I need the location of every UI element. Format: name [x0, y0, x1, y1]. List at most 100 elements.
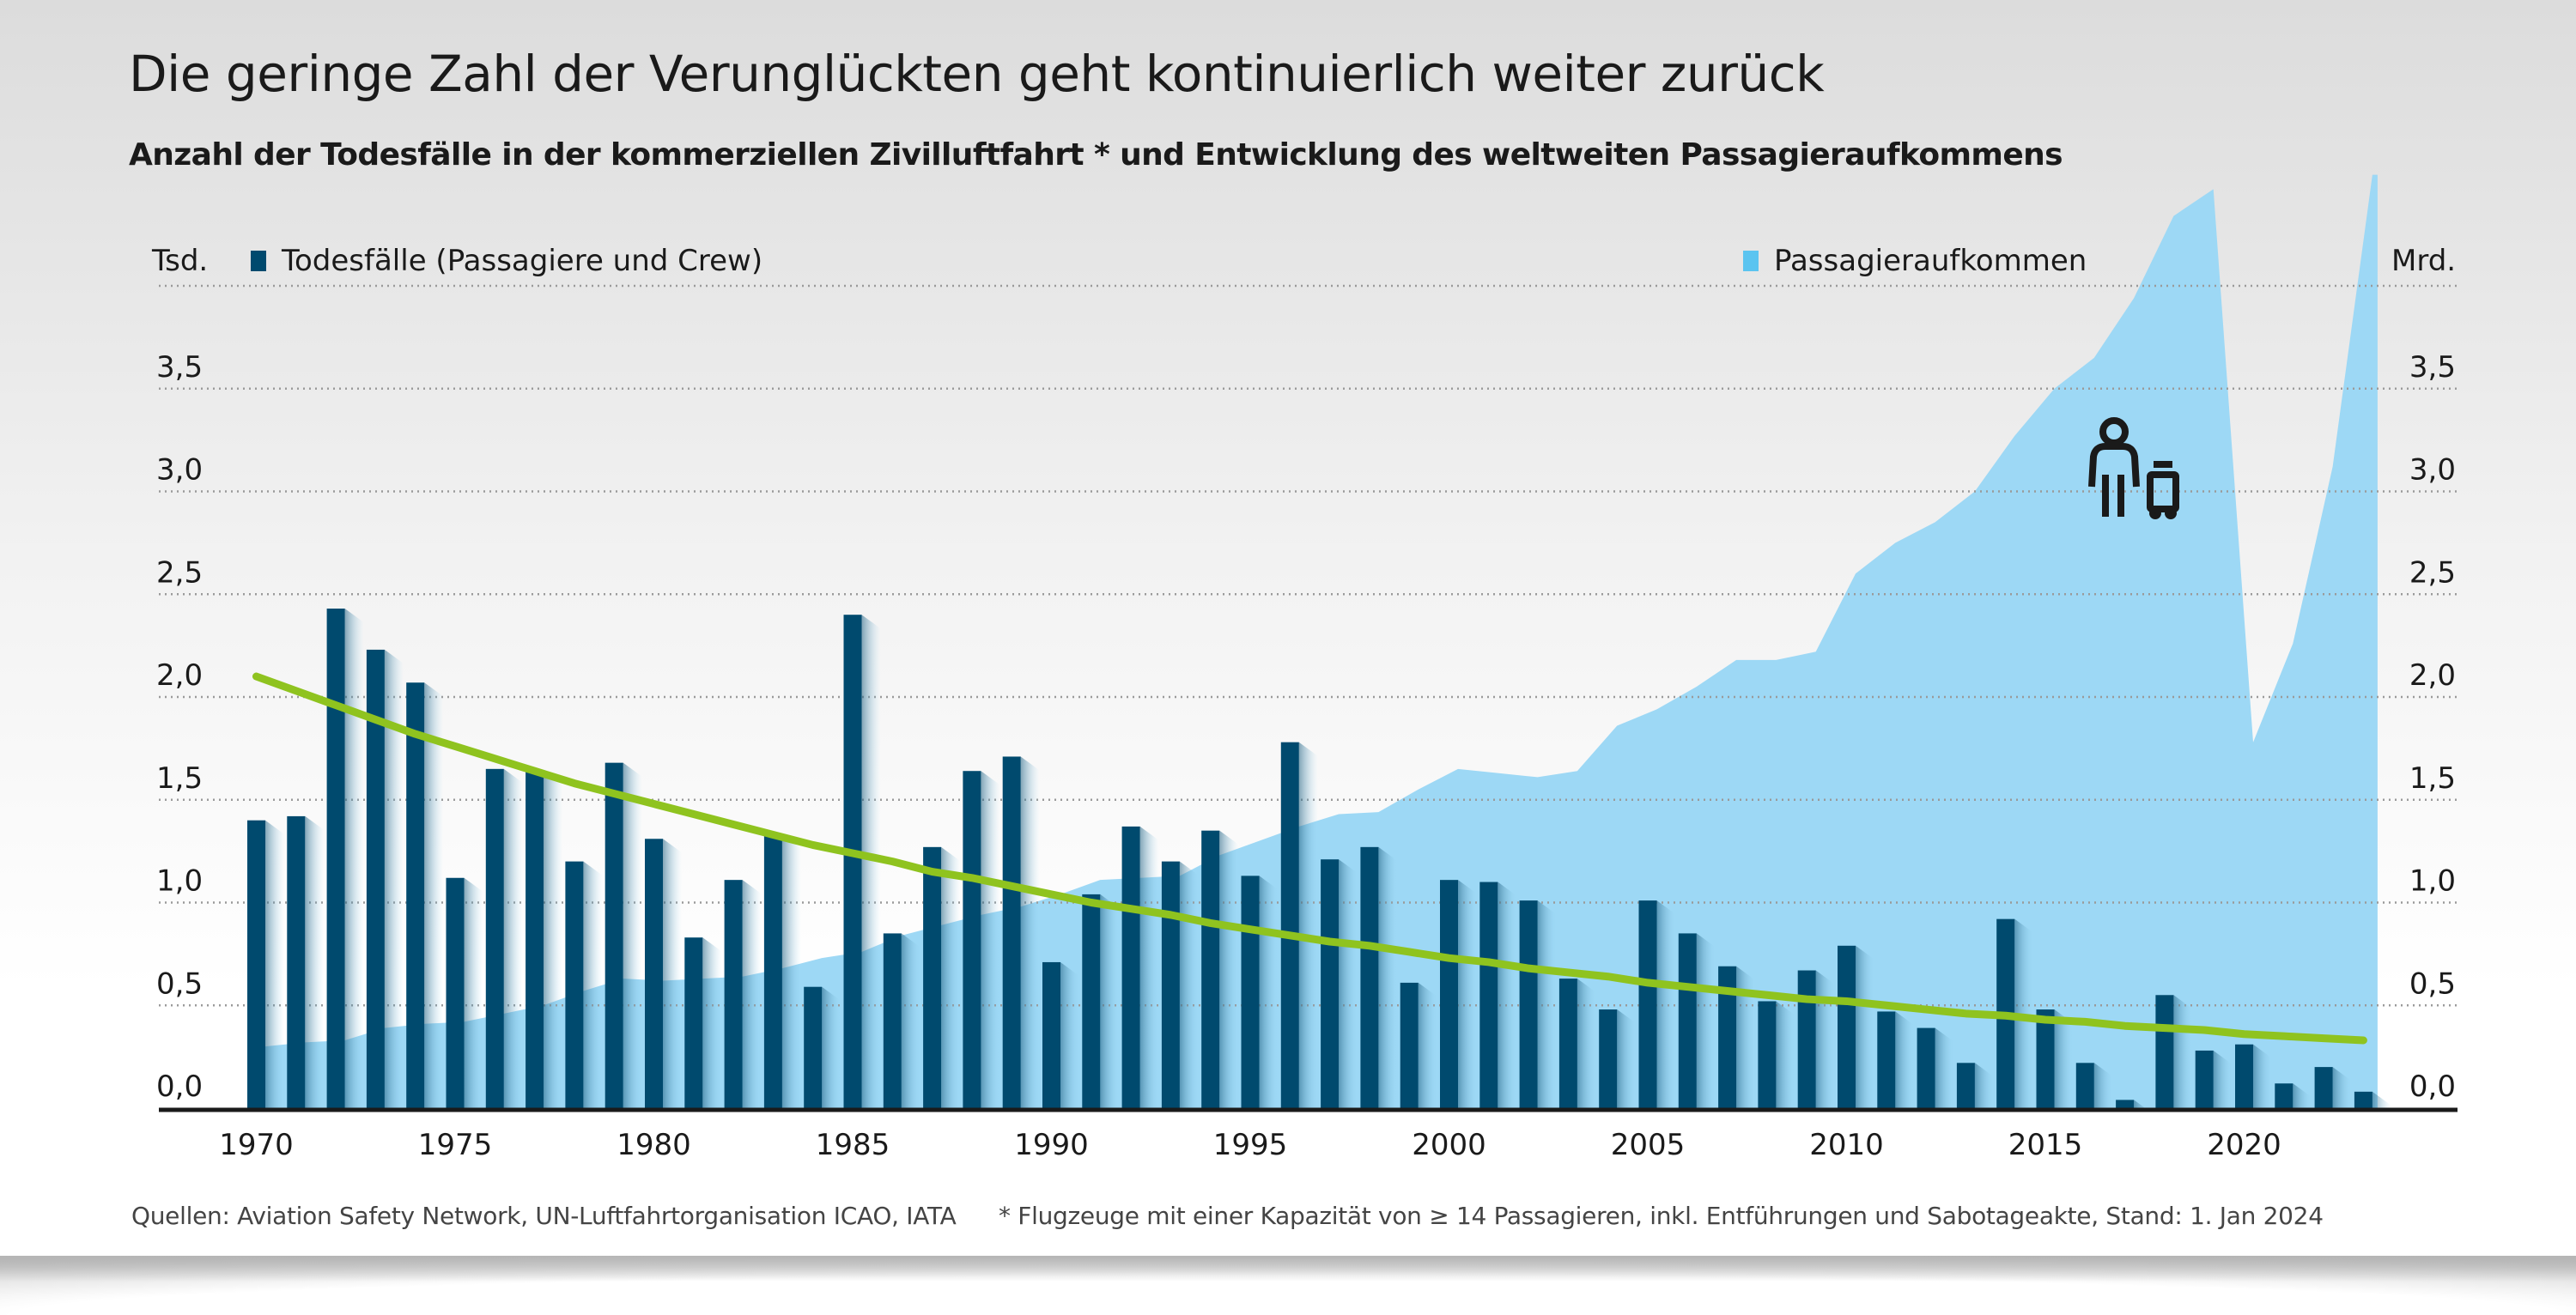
bar-shadow [344, 609, 364, 1108]
bar-1972 [326, 609, 345, 1108]
bar-shadow [384, 649, 404, 1108]
bar-shadow [981, 771, 1000, 1108]
right-axis-tick-label: 3,0 [2409, 453, 2456, 488]
bar-shadow [1100, 894, 1120, 1108]
legend-item-passengers: Passagieraufkommen [1743, 244, 2087, 278]
bar-2010 [1838, 945, 1856, 1108]
bar-shadow [1696, 933, 1716, 1108]
bar-1974 [406, 682, 425, 1108]
legend-label-deaths: Todesfälle (Passagiere und Crew) [282, 244, 763, 278]
x-axis-tick-label: 2005 [1611, 1128, 1686, 1162]
bar-shadow [2372, 1091, 2391, 1108]
legend-swatch-passengers [1743, 251, 1759, 271]
bar-shadow [2014, 918, 2034, 1108]
bar-2002 [1519, 900, 1538, 1108]
person-with-suitcase-icon [2088, 417, 2179, 519]
bar-shadow [1060, 961, 1079, 1108]
bar-2009 [1797, 970, 1816, 1108]
chart-title: Die geringe Zahl der Verunglückten geht … [129, 45, 1825, 103]
right-axis-tick-label: 0,0 [2409, 1070, 2456, 1104]
x-axis-tick-label: 2000 [1412, 1128, 1486, 1162]
x-axis-tick-label: 1970 [219, 1128, 294, 1162]
bar-1999 [1400, 982, 1419, 1108]
right-axis-tick-label: 1,0 [2409, 864, 2456, 899]
bar-2018 [2155, 995, 2174, 1108]
bar-2003 [1558, 979, 1577, 1108]
footer-note: * Flugzeuge mit einer Kapazität von ≥ 14… [999, 1202, 2324, 1230]
bar-1970 [247, 820, 265, 1108]
bar-shadow [1577, 979, 1596, 1108]
bar-1979 [605, 762, 623, 1108]
bar-shadow [822, 986, 841, 1108]
left-axis-tick-label: 0,0 [156, 1070, 203, 1104]
legend-item-deaths: Todesfälle (Passagiere und Crew) [251, 244, 762, 278]
bar-shadow [1339, 859, 1358, 1108]
bar-1982 [724, 880, 743, 1108]
bar-shadow [623, 762, 642, 1108]
bar-shadow [1776, 1001, 1795, 1108]
trend-line [252, 672, 2367, 1045]
bar-shadow [1139, 826, 1159, 1108]
bar-2000 [1440, 880, 1458, 1108]
bar-shadow [1219, 830, 1239, 1108]
bar-2019 [2195, 1050, 2214, 1108]
bar-shadow [1895, 1011, 1915, 1108]
bar-2015 [2036, 1009, 2055, 1108]
bar-shadow [305, 815, 325, 1108]
bar-2008 [1758, 1001, 1777, 1108]
bar-1995 [1241, 876, 1260, 1108]
bar-shadow [1458, 880, 1477, 1108]
bar-shadow [1498, 882, 1517, 1108]
bar-shadow [1974, 1063, 1994, 1108]
bar-2011 [1877, 1011, 1896, 1108]
bar-1986 [883, 933, 902, 1108]
bar-2004 [1599, 1009, 1618, 1108]
bar-shadow [941, 846, 961, 1108]
bar-shadow [503, 768, 523, 1108]
bar-1980 [645, 839, 663, 1108]
bar-shadow [1537, 900, 1557, 1108]
bar-1983 [763, 834, 782, 1108]
right-axis-unit: Mrd. [2391, 244, 2457, 278]
x-axis-tick-label: 2015 [2008, 1128, 2083, 1162]
bar-1988 [963, 771, 981, 1108]
bar-shadow [1378, 846, 1398, 1108]
bar-2021 [2275, 1083, 2293, 1108]
left-axis-tick-label: 2,5 [156, 555, 203, 590]
left-axis-tick-label: 1,0 [156, 864, 203, 899]
bar-shadow [1656, 900, 1676, 1108]
bar-1997 [1321, 859, 1340, 1108]
bar-1978 [565, 861, 584, 1108]
passenger-area [265, 174, 2378, 1108]
bar-1993 [1161, 861, 1180, 1108]
x-axis-tick-label: 1980 [617, 1128, 691, 1162]
bar-shadow [2173, 995, 2193, 1108]
left-axis-tick-label: 3,5 [156, 350, 203, 385]
left-axis-tick-label: 2,0 [156, 658, 203, 693]
bar-1976 [485, 768, 504, 1108]
bar-shadow [2332, 1067, 2352, 1108]
x-axis-tick-label: 1995 [1213, 1128, 1288, 1162]
bar-2006 [1678, 933, 1697, 1108]
x-axis-tick-label: 1985 [816, 1128, 890, 1162]
bar-1981 [684, 937, 703, 1108]
x-axis-tick-label: 2020 [2207, 1128, 2281, 1162]
bar-shadow [1935, 1027, 1954, 1108]
bar-2020 [2235, 1044, 2253, 1108]
bar-shadow [1856, 945, 1874, 1108]
bar-1991 [1082, 894, 1101, 1108]
bar-2012 [1917, 1027, 1935, 1108]
bar-shadow [1815, 970, 1835, 1108]
bar-1992 [1121, 826, 1140, 1108]
bar-shadow [1418, 982, 1437, 1108]
bar-shadow [464, 877, 483, 1108]
bar-shadow [663, 839, 682, 1108]
bar-shadow [2054, 1009, 2074, 1108]
bar-shadow [2253, 1044, 2272, 1108]
bar-shadow [1179, 861, 1199, 1108]
right-axis-tick-label: 2,5 [2409, 555, 2456, 590]
x-axis-tick-label: 1975 [418, 1128, 493, 1162]
bar-shadow [901, 933, 920, 1108]
bar-1977 [526, 771, 544, 1108]
left-axis-tick-label: 3,0 [156, 453, 203, 488]
